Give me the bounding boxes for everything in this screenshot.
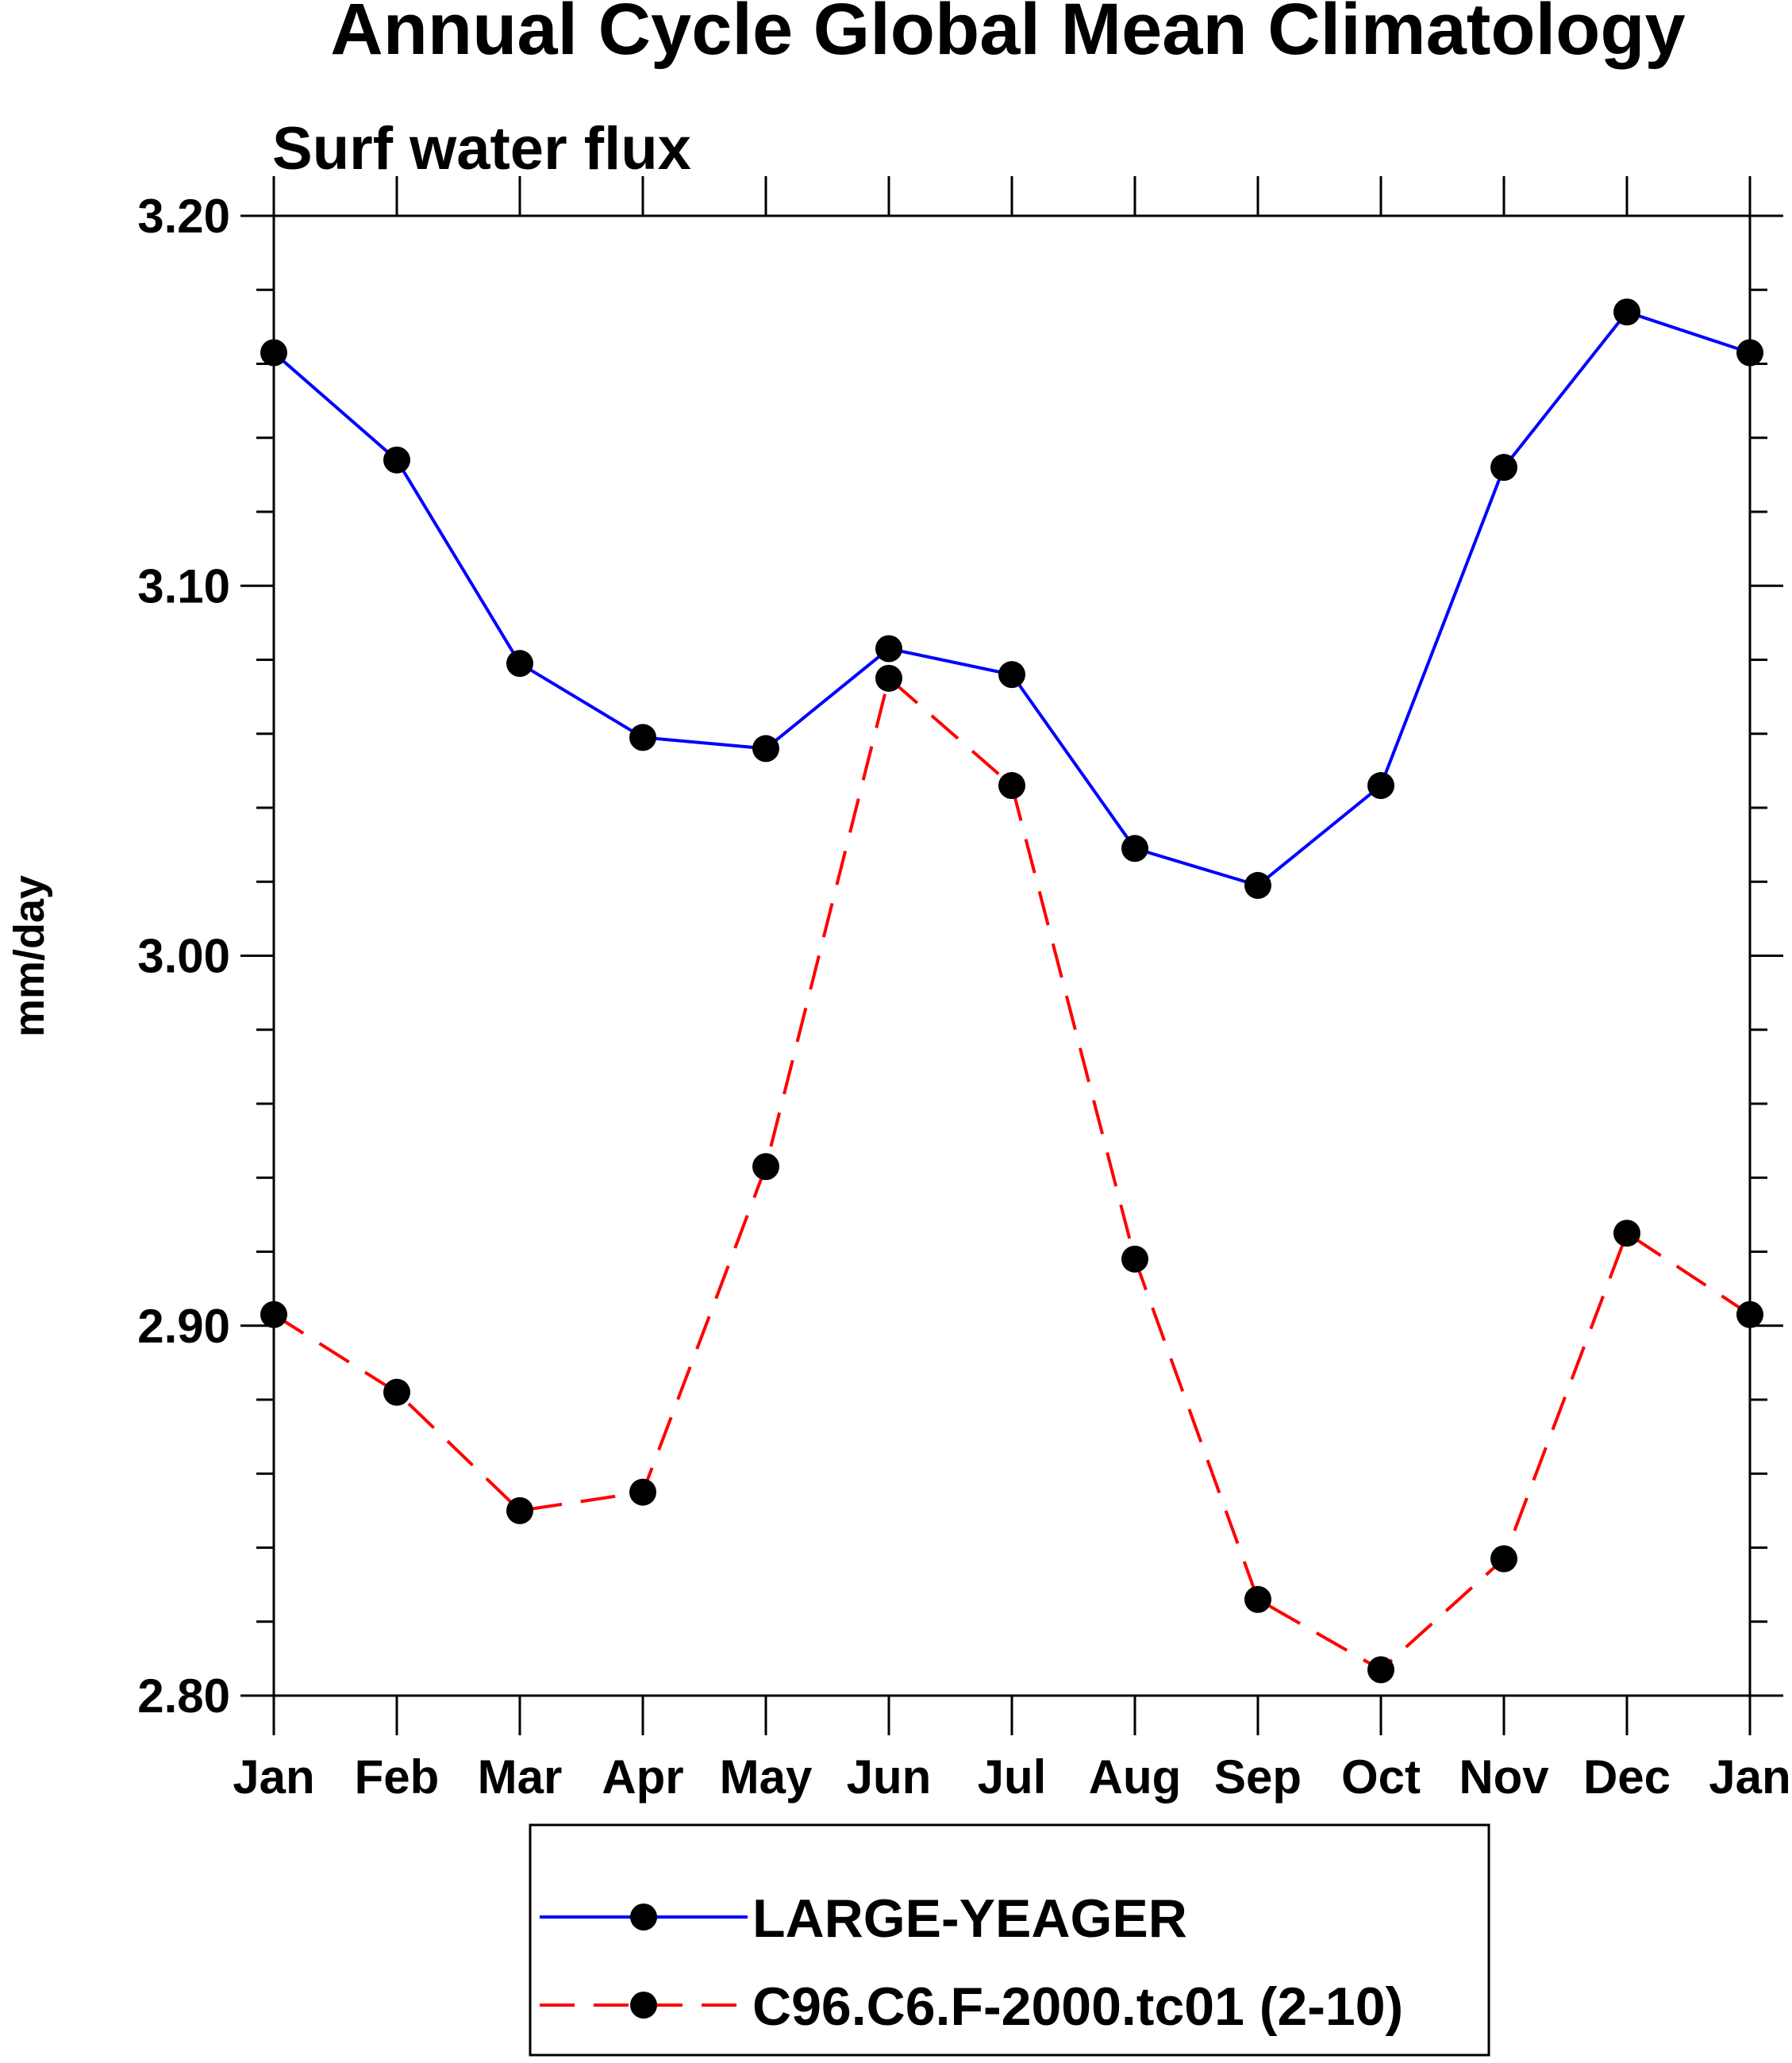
series-0-point (629, 724, 656, 751)
x-tick-label: Jun (847, 1750, 932, 1804)
legend-swatch-marker-large-yeager (630, 1904, 657, 1930)
x-axis-ticks: Jan Feb Mar Apr May Jun Jul Aug Sep Oct Nov Dec Jan (233, 176, 1791, 1804)
series-0-point (506, 650, 533, 678)
series-1-point (1244, 1585, 1271, 1613)
y-axis-label: mm/day (6, 875, 53, 1037)
x-tick-label: Oct (1341, 1750, 1421, 1804)
chart-title: Annual Cycle Global Mean Climatology (330, 0, 1685, 70)
legend: LARGE-YEAGER C96.C6.F-2000.tc01 (2-10) (529, 1823, 1490, 2057)
x-tick-label: Jan (233, 1750, 314, 1804)
x-tick-label: Jan (1709, 1750, 1790, 1804)
series-1-point (629, 1478, 656, 1506)
x-tick-label: Apr (602, 1750, 683, 1804)
series-0-point (383, 446, 410, 474)
x-tick-label: Jul (978, 1750, 1047, 1804)
chart-subtitle: Surf water flux (272, 115, 691, 182)
x-tick-label: Aug (1089, 1750, 1182, 1804)
series-1-point (998, 772, 1025, 800)
series-0-point (1736, 339, 1763, 367)
series-line-1 (272, 675, 1752, 1672)
legend-box (529, 1823, 1490, 2057)
series-0-point (260, 339, 287, 367)
x-tick-label: Dec (1583, 1750, 1671, 1804)
series-0-point (998, 661, 1025, 689)
series-0-point (1121, 835, 1148, 862)
legend-label-c96: C96.C6.F-2000.tc01 (2-10) (752, 1977, 1403, 2037)
x-tick-label: May (720, 1750, 813, 1804)
series-0-point (1613, 298, 1640, 326)
series-1-point (1736, 1300, 1763, 1328)
series-0-point (875, 635, 902, 663)
series-1-point (1367, 1656, 1394, 1684)
x-tick-label: Mar (478, 1750, 563, 1804)
series-0-point (1367, 772, 1394, 800)
series-1-point (383, 1378, 410, 1406)
y-tick-label: 3.00 (137, 930, 230, 983)
series-1-point (1490, 1545, 1517, 1573)
series-0-point (1490, 454, 1517, 482)
series-1-point (506, 1496, 533, 1524)
x-tick-label: Nov (1459, 1750, 1549, 1804)
y-tick-label: 2.80 (137, 1669, 230, 1723)
x-tick-label: Feb (355, 1750, 440, 1804)
y-tick-label: 2.90 (137, 1300, 230, 1353)
legend-swatch-marker-c96 (630, 1992, 657, 2019)
y-axis-ticks: 2.80 2.90 3.00 3.10 3.20 (137, 190, 1783, 1723)
legend-label-large-yeager: LARGE-YEAGER (752, 1888, 1187, 1949)
series-1-point (752, 1153, 779, 1181)
series-1-point (1613, 1220, 1640, 1247)
y-tick-label: 3.10 (137, 559, 230, 613)
x-tick-label: Sep (1214, 1750, 1302, 1804)
series-0-point (1244, 871, 1271, 899)
series-1-point (1121, 1245, 1148, 1273)
series-0-point (752, 735, 779, 763)
y-tick-label: 3.20 (137, 190, 230, 243)
series-1-point (260, 1300, 287, 1328)
series-layer (260, 298, 1763, 1684)
series-1-point (875, 664, 902, 692)
series-line-0 (272, 309, 1751, 888)
